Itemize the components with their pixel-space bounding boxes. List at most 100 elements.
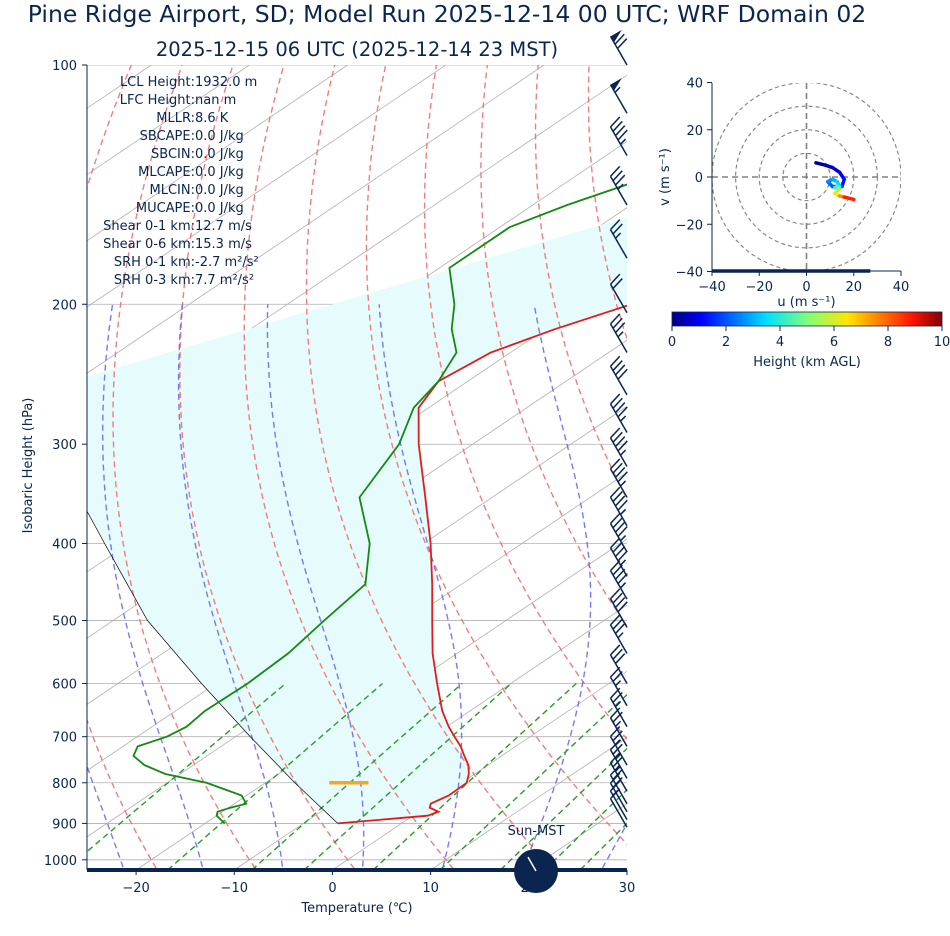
- index-label: SBCIN:: [151, 147, 195, 162]
- barb-full: [609, 116, 621, 128]
- index-row: MLCIN: 0.0 J/kg: [150, 183, 244, 198]
- barb-full: [612, 730, 623, 742]
- index-value: 0.0 J/kg: [195, 147, 244, 162]
- wind-barb: [609, 739, 628, 779]
- dry-adiabat: [423, 65, 627, 741]
- hodo-segment: [842, 195, 856, 202]
- barb-half: [617, 183, 624, 190]
- index-row: SBCIN: 0.0 J/kg: [151, 147, 244, 162]
- colorbar-tick-label: 4: [776, 335, 784, 350]
- barb-full: [617, 440, 628, 452]
- colorbar-tick-label: 2: [722, 335, 730, 350]
- barb-full: [617, 368, 628, 380]
- index-value: 0.0 J/kg: [195, 183, 244, 198]
- wind-barb: [609, 355, 628, 396]
- colorbar-tick-label: 0: [668, 335, 676, 350]
- wind-barb: [609, 788, 628, 828]
- colorbar-gradient: [671, 311, 943, 327]
- barb-staff: [609, 323, 628, 353]
- temperature-line: [337, 304, 627, 825]
- barb-half: [619, 535, 627, 542]
- mixing-ratio-line: [579, 822, 627, 870]
- barb-full: [609, 780, 621, 792]
- moist-adiabat: [87, 764, 125, 870]
- hodo-x-label: u (m s⁻¹): [777, 295, 835, 310]
- barb-full: [617, 601, 628, 613]
- wind-barb: [609, 687, 628, 728]
- barb-full: [612, 278, 623, 290]
- isotherm-line: [528, 803, 627, 870]
- index-label: SBCAPE:: [140, 129, 195, 144]
- chart-title: Pine Ridge Airport, SD; Model Run 2025-1…: [28, 0, 866, 28]
- y-tick-label: 700: [52, 731, 77, 746]
- barb-staff: [609, 496, 628, 527]
- moist-adiabat: [755, 304, 950, 876]
- barb-full: [614, 623, 626, 635]
- colorbar-tick-label: 10: [934, 335, 950, 350]
- barb-full: [612, 317, 623, 329]
- y-axis-label: Isobaric Height (hPa): [21, 398, 36, 534]
- wind-barb: [609, 560, 628, 600]
- dry-adiabat: [587, 65, 627, 341]
- barb-full: [617, 471, 628, 483]
- index-label: Shear 0-6 km:: [103, 237, 195, 252]
- dry-adiabat: [305, 65, 555, 870]
- barb-full: [612, 120, 623, 132]
- barb-staff: [609, 798, 628, 828]
- barb-staff: [609, 749, 628, 779]
- barb-full: [612, 756, 623, 768]
- barb-full: [617, 550, 628, 562]
- barb-half: [614, 232, 622, 239]
- barb-half: [619, 138, 627, 145]
- index-value: 12.7 m/s: [195, 219, 252, 234]
- barb-full: [614, 546, 626, 558]
- barb-full: [609, 764, 621, 776]
- dewpoint-line: [132, 183, 627, 825]
- hodo-y-tick-label: 0: [695, 171, 703, 186]
- barb-full: [609, 707, 621, 719]
- barb-staff: [609, 598, 628, 628]
- index-row: Shear 0-1 km: 12.7 m/s: [103, 219, 252, 234]
- barb-staff: [609, 570, 628, 600]
- index-value: 1932.0 m: [195, 75, 257, 90]
- hodo-y-label: v (m s⁻¹): [658, 148, 673, 206]
- barb-full: [612, 223, 623, 235]
- barb-full: [609, 165, 621, 177]
- barb-full: [612, 462, 623, 474]
- isotherm-line: [87, 65, 545, 374]
- index-row: SRH 0-3 km: 7.7 m²/s²: [114, 273, 254, 288]
- index-value: nan m: [195, 93, 236, 108]
- index-label: Shear 0-1 km:: [103, 219, 195, 234]
- dry-adiabat: [843, 65, 950, 877]
- barb-staff: [609, 126, 628, 156]
- barb-full: [614, 364, 626, 376]
- wind-barb: [609, 752, 628, 792]
- barb-staff: [609, 468, 628, 498]
- x-axis-label: Temperature (℃): [300, 901, 412, 916]
- index-label: MLLR:: [156, 111, 195, 126]
- index-row: Shear 0-6 km: 15.3 m/s: [103, 237, 252, 252]
- dry-adiabat: [0, 65, 80, 877]
- y-tick-label: 100: [52, 59, 77, 74]
- colorbar-label: Height (km AGL): [753, 355, 861, 370]
- height-colorbar: 0 2 4 6 8 10 Height (km AGL): [668, 311, 950, 370]
- isotherm-line: [332, 670, 627, 870]
- index-value: 15.3 m/s: [195, 237, 252, 252]
- wind-barbs: [609, 29, 628, 828]
- x-tick-label: 0: [328, 881, 336, 896]
- barb-half: [617, 632, 624, 639]
- barb-staff: [609, 229, 628, 259]
- hodo-x-tick-label: 20: [845, 280, 862, 295]
- wind-barb: [609, 707, 628, 747]
- index-label: MUCAPE:: [136, 201, 195, 216]
- moist-adiabat: [378, 304, 463, 870]
- barb-half: [619, 508, 627, 516]
- barb-full: [609, 772, 621, 784]
- index-row: MLCAPE: 0.0 J/kg: [138, 165, 244, 180]
- wind-barb: [609, 313, 628, 353]
- barb-half: [619, 559, 627, 566]
- index-label: MLCAPE:: [138, 165, 195, 180]
- isotherm-line: [87, 472, 627, 838]
